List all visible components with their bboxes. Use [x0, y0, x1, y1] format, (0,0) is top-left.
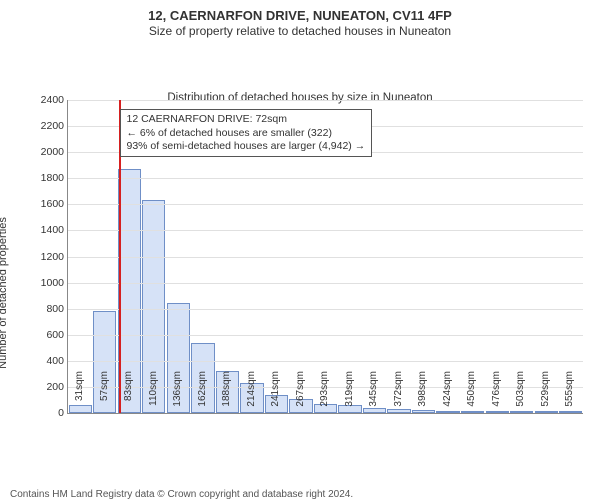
- plot-area: 0200400600800100012001400160018002000220…: [67, 100, 583, 414]
- y-tick-label: 600: [30, 329, 68, 341]
- x-tick-label: 267sqm: [295, 371, 306, 417]
- gridline: [68, 257, 583, 258]
- y-tick-label: 1800: [30, 172, 68, 184]
- gridline: [68, 204, 583, 205]
- y-tick-label: 1000: [30, 277, 68, 289]
- y-tick-label: 2000: [30, 146, 68, 158]
- footer-line: Contains HM Land Registry data © Crown c…: [10, 488, 590, 500]
- x-tick-label: 476sqm: [491, 371, 502, 417]
- x-tick-label: 293sqm: [319, 371, 330, 417]
- x-tick-label: 319sqm: [344, 371, 355, 417]
- x-tick-label: 529sqm: [540, 371, 551, 417]
- y-tick-label: 1200: [30, 251, 68, 263]
- x-tick-label: 188sqm: [221, 371, 232, 417]
- x-tick-label: 372sqm: [393, 371, 404, 417]
- info-box: 12 CAERNARFON DRIVE: 72sqm← 6% of detach…: [120, 109, 373, 156]
- gridline: [68, 361, 583, 362]
- info-box-line: 12 CAERNARFON DRIVE: 72sqm: [127, 113, 366, 126]
- info-box-line: 93% of semi-detached houses are larger (…: [127, 140, 366, 153]
- info-box-line: ← 6% of detached houses are smaller (322…: [127, 127, 366, 140]
- chart-area: Number of detached properties 0200400600…: [9, 92, 591, 482]
- y-tick-label: 0: [30, 407, 68, 419]
- x-tick-label: 555sqm: [564, 371, 575, 417]
- figure-container: 12, CAERNARFON DRIVE, NUNEATON, CV11 4FP…: [0, 0, 600, 500]
- chart-subtitle: Size of property relative to detached ho…: [8, 24, 592, 38]
- gridline: [68, 335, 583, 336]
- x-tick-label: 398sqm: [417, 371, 428, 417]
- x-tick-label: 214sqm: [246, 371, 257, 417]
- x-tick-label: 162sqm: [197, 371, 208, 417]
- y-tick-label: 2400: [30, 94, 68, 106]
- x-tick-label: 136sqm: [172, 371, 183, 417]
- footer-attribution: Contains HM Land Registry data © Crown c…: [10, 488, 590, 500]
- x-tick-label: 503sqm: [515, 371, 526, 417]
- x-tick-label: 241sqm: [270, 371, 281, 417]
- y-tick-label: 1600: [30, 198, 68, 210]
- gridline: [68, 100, 583, 101]
- x-tick-label: 110sqm: [148, 371, 159, 417]
- y-tick-label: 200: [30, 381, 68, 393]
- x-tick-label: 83sqm: [123, 371, 134, 417]
- y-tick-label: 400: [30, 355, 68, 367]
- gridline: [68, 178, 583, 179]
- x-tick-label: 31sqm: [74, 371, 85, 417]
- x-tick-label: 424sqm: [442, 371, 453, 417]
- y-tick-label: 2200: [30, 120, 68, 132]
- y-tick-label: 1400: [30, 224, 68, 236]
- chart-title: 12, CAERNARFON DRIVE, NUNEATON, CV11 4FP: [8, 8, 592, 23]
- x-tick-label: 345sqm: [368, 371, 379, 417]
- gridline: [68, 283, 583, 284]
- y-axis-label: Number of detached properties: [0, 217, 9, 369]
- gridline: [68, 309, 583, 310]
- x-tick-label: 450sqm: [466, 371, 477, 417]
- x-tick-label: 57sqm: [99, 371, 110, 417]
- y-tick-label: 800: [30, 303, 68, 315]
- gridline: [68, 230, 583, 231]
